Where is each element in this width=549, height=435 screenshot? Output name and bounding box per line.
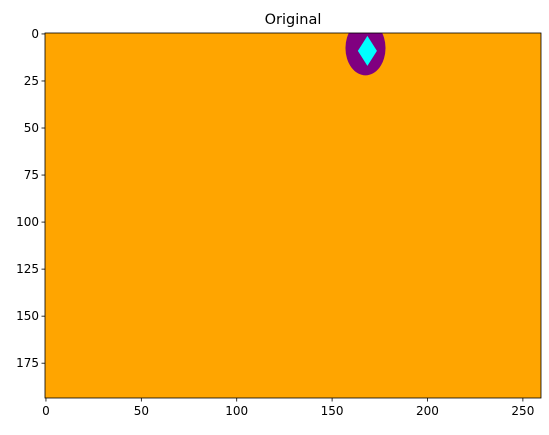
- x-tick-label: 50: [134, 404, 149, 418]
- plot-frame: [44, 32, 542, 399]
- y-tick-label: 100: [16, 215, 39, 229]
- x-tick-label: 200: [416, 404, 439, 418]
- y-tick-label: 150: [16, 309, 39, 323]
- x-axis: 0 50 100 150 200 250: [42, 398, 534, 418]
- y-tick-label: 0: [31, 27, 39, 41]
- chart-title: Original: [265, 12, 322, 28]
- y-tick-label: 125: [16, 262, 39, 276]
- y-tick-label: 50: [24, 121, 39, 135]
- y-axis: 0 25 50 75 100 125 150 175: [16, 27, 45, 370]
- x-tick-label: 0: [42, 404, 50, 418]
- y-tick-label: 175: [16, 356, 39, 370]
- y-tick-label: 25: [24, 74, 39, 88]
- x-tick-label: 100: [225, 404, 248, 418]
- region-core: [357, 35, 377, 66]
- x-tick-label: 150: [321, 404, 344, 418]
- y-tick-label: 75: [24, 168, 39, 182]
- region-background: [45, 33, 541, 398]
- x-tick-label: 250: [511, 404, 534, 418]
- image-layer: [45, 33, 541, 398]
